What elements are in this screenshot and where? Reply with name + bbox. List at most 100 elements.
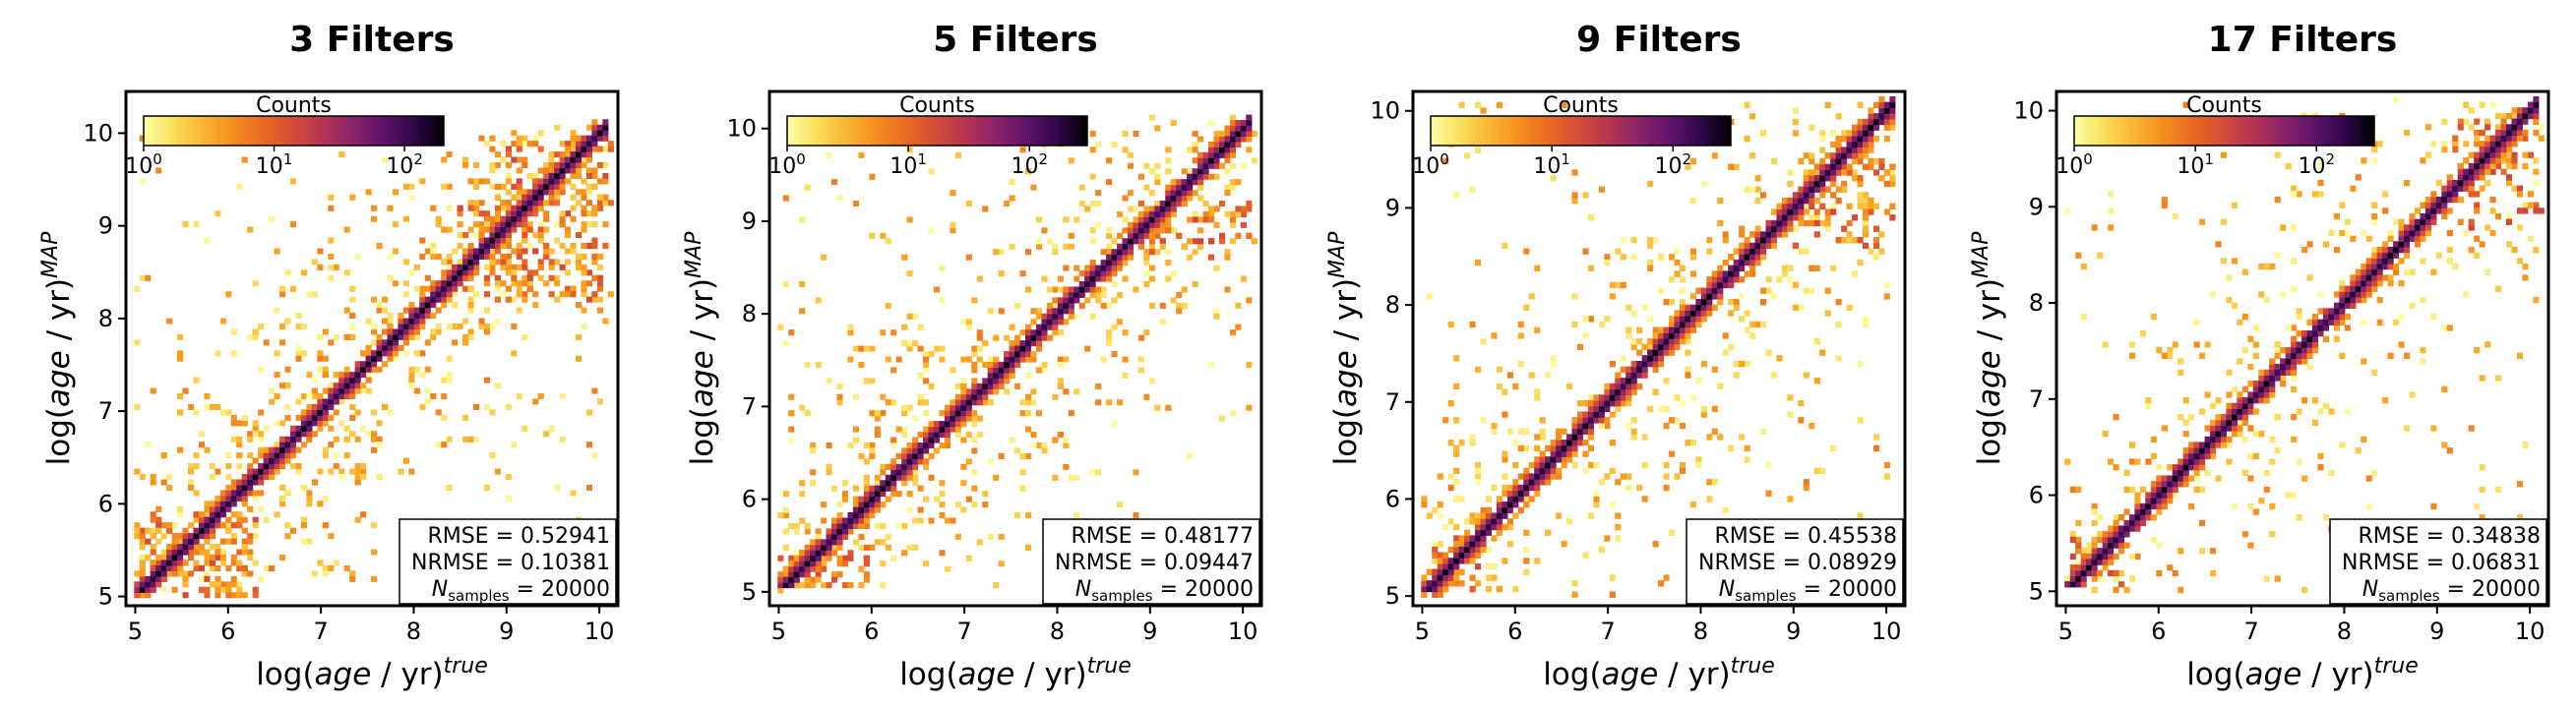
heatmap-cell — [511, 221, 518, 228]
heatmap-cell — [333, 398, 339, 405]
heatmap-cell — [1792, 107, 1799, 114]
heatmap-cell — [1803, 372, 1809, 379]
heatmap-cell — [371, 436, 378, 442]
heatmap-cell — [1658, 405, 1665, 413]
heatmap-cell — [1862, 135, 1870, 143]
heatmap-cell — [2404, 179, 2411, 187]
heatmap-cell — [1127, 206, 1135, 212]
heatmap-cell — [322, 403, 329, 411]
heatmap-cell — [289, 463, 297, 470]
heatmap-cell — [2296, 191, 2302, 198]
heatmap-cell — [810, 544, 817, 551]
heatmap-cell — [1598, 479, 1605, 486]
heatmap-cell — [269, 446, 276, 453]
heatmap-cell — [349, 313, 356, 320]
heatmap-cell — [1744, 101, 1750, 108]
heatmap-cell — [1862, 225, 1870, 232]
heatmap-cell — [1809, 219, 1815, 227]
heatmap-cell — [1143, 206, 1150, 212]
heatmap-cell — [236, 549, 243, 556]
heatmap-cell — [376, 307, 383, 314]
heatmap-cell — [1862, 197, 1870, 205]
heatmap-cell — [976, 539, 983, 546]
heatmap-cell — [1744, 259, 1750, 266]
heatmap-cell — [1127, 221, 1135, 228]
heatmap-cell — [1809, 152, 1815, 159]
heatmap-cell — [543, 280, 550, 287]
heatmap-cell — [306, 291, 313, 298]
heatmap-cell — [2226, 414, 2233, 421]
heatmap-cell — [987, 399, 994, 406]
heatmap-cell — [2123, 586, 2130, 594]
heatmap-cell — [2102, 431, 2109, 438]
heatmap-cell — [1035, 313, 1043, 320]
heatmap-cell — [2237, 425, 2243, 432]
heatmap-cell — [1192, 210, 1198, 218]
heatmap-cell — [1813, 231, 1820, 238]
heatmap-cell — [1528, 372, 1535, 379]
heatmap-cell — [799, 555, 806, 561]
heatmap-cell — [1868, 208, 1874, 215]
heatmap-cell — [939, 502, 946, 508]
heatmap-cell — [134, 285, 141, 292]
heatmap-cell — [1475, 366, 1482, 373]
heatmap-cell — [1095, 286, 1102, 293]
heatmap-cell — [1685, 326, 1691, 333]
heatmap-cell — [489, 253, 496, 260]
heatmap-cell — [987, 367, 994, 374]
heatmap-cell — [1663, 484, 1670, 492]
heatmap-cell — [311, 409, 318, 416]
heatmap-cell — [155, 570, 162, 577]
heatmap-cell — [328, 442, 335, 448]
heatmap-cell — [1148, 114, 1155, 121]
heatmap-cell — [1615, 535, 1622, 542]
heatmap-cell — [1717, 265, 1724, 271]
heatmap-cell — [430, 333, 437, 340]
heatmap-cell — [581, 323, 587, 330]
heatmap-cell — [311, 570, 318, 577]
heatmap-cell — [939, 356, 946, 363]
heatmap-cell — [452, 339, 459, 346]
heatmap-cell — [1453, 444, 1460, 452]
heatmap-cell — [1835, 157, 1842, 165]
heatmap-cell — [360, 511, 367, 518]
heatmap-cell — [1760, 130, 1767, 137]
heatmap-cell — [1587, 461, 1594, 469]
heatmap-cell — [602, 178, 609, 185]
heatmap-cell — [236, 511, 243, 518]
heatmap-cell — [247, 452, 254, 459]
heatmap-cell — [289, 285, 297, 292]
heatmap-cell — [1711, 270, 1718, 277]
heatmap-cell — [1165, 221, 1172, 228]
heatmap-cell — [2080, 548, 2087, 555]
heatmap-cell — [890, 485, 897, 492]
heatmap-cell — [1739, 231, 1746, 238]
heatmap-cell — [1717, 276, 1724, 283]
heatmap-cell — [1652, 360, 1659, 368]
heatmap-cell — [1117, 319, 1124, 325]
heatmap-cell — [511, 226, 518, 233]
heatmap-cell — [2511, 185, 2518, 192]
heatmap-cell — [933, 286, 941, 293]
heatmap-cell — [1052, 437, 1059, 443]
heatmap-cell — [950, 421, 956, 428]
heatmap-cell — [489, 146, 496, 152]
heatmap-cell — [2495, 112, 2502, 120]
heatmap-cell — [987, 356, 994, 363]
heatmap-cell — [1813, 175, 1820, 182]
heatmap-cell — [521, 425, 528, 432]
heatmap-cell — [869, 502, 876, 508]
heatmap-cell — [349, 387, 356, 394]
heatmap-cell — [258, 446, 265, 453]
heatmap-cell — [1679, 326, 1687, 333]
heatmap-cell — [1733, 163, 1740, 170]
heatmap-cell — [1469, 518, 1476, 525]
heatmap-cell — [1057, 378, 1064, 384]
heatmap-cell — [215, 350, 221, 357]
heatmap-cell — [826, 539, 832, 546]
heatmap-cell — [939, 421, 946, 428]
heatmap-cell — [585, 210, 592, 217]
heatmap-cell — [2441, 146, 2448, 153]
heatmap-cell — [1604, 316, 1611, 323]
heatmap-cell — [1717, 287, 1724, 294]
